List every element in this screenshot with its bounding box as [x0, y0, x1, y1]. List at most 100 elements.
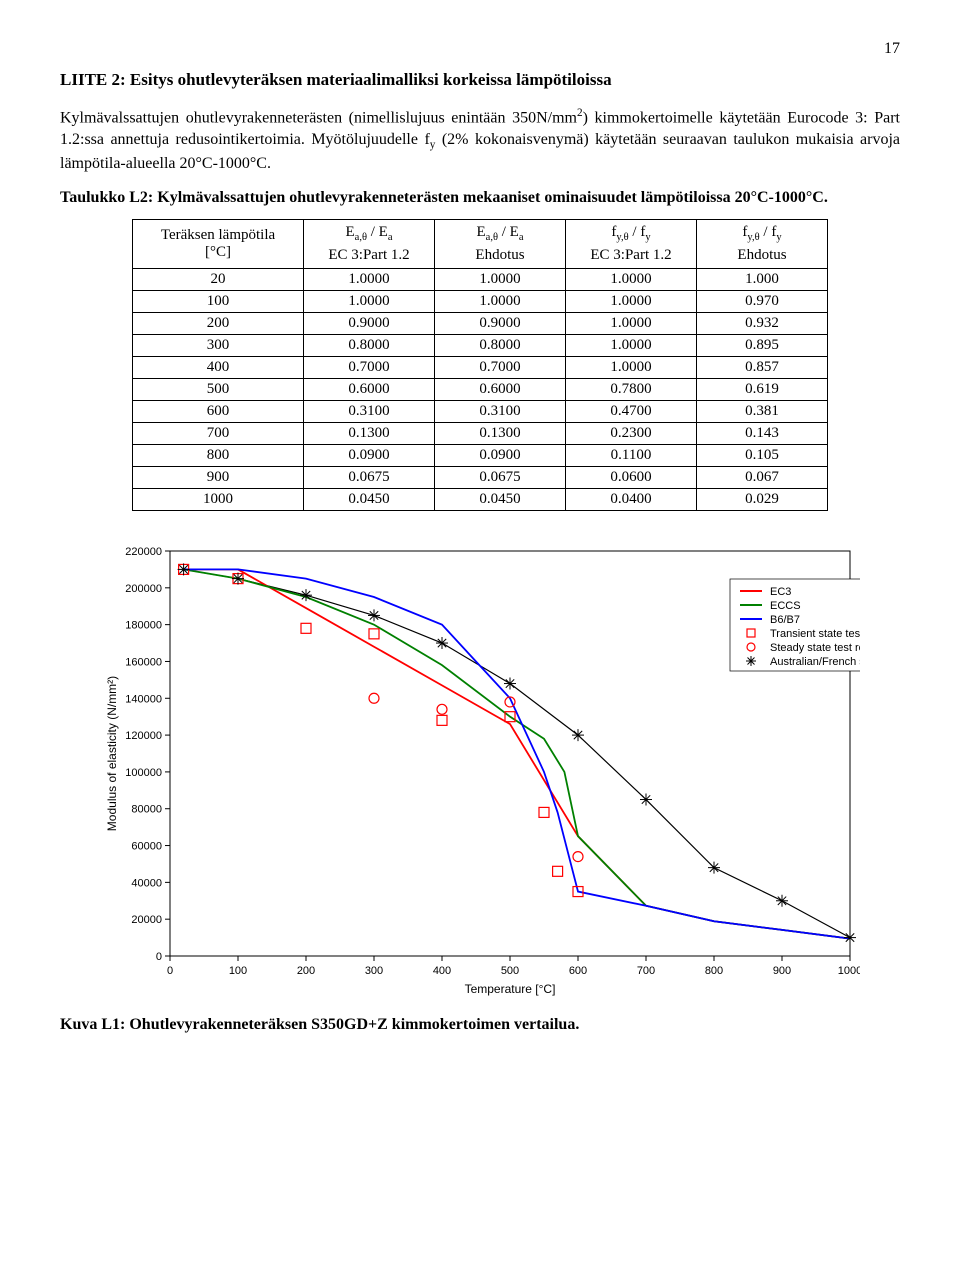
table-cell: 0.619 [697, 378, 828, 400]
svg-text:700: 700 [637, 965, 655, 977]
svg-text:20000: 20000 [131, 914, 162, 926]
th-col1-bot: EC 3:Part 1.2 [304, 245, 435, 269]
table-cell: 0.7800 [566, 378, 697, 400]
th-temp-line1: Teräksen lämpötila [161, 227, 275, 243]
svg-text:40000: 40000 [131, 877, 162, 889]
svg-text:Steady state test results: Steady state test results [770, 642, 860, 654]
table-cell: 0.0675 [435, 466, 566, 488]
table-row: 4000.70000.70001.00000.857 [133, 356, 828, 378]
table-caption: Taulukko L2: Kylmävalssattujen ohutlevyr… [60, 189, 900, 207]
svg-text:500: 500 [501, 965, 519, 977]
table-cell: 0.067 [697, 466, 828, 488]
table-cell: 0.970 [697, 290, 828, 312]
table-cell: 0.143 [697, 422, 828, 444]
table-row: 7000.13000.13000.23000.143 [133, 422, 828, 444]
table-row: 9000.06750.06750.06000.067 [133, 466, 828, 488]
svg-text:200000: 200000 [125, 583, 162, 595]
table-cell: 0.1300 [435, 422, 566, 444]
modulus-chart: 0100200300400500600700800900100002000040… [100, 541, 860, 1006]
t: / E [367, 224, 388, 240]
table-cell: 1000 [133, 488, 304, 510]
svg-text:600: 600 [569, 965, 587, 977]
t: / f [629, 224, 646, 240]
table-cell: 0.9000 [304, 312, 435, 334]
table-row: 2000.90000.90001.00000.932 [133, 312, 828, 334]
table-cell: 1.0000 [566, 312, 697, 334]
th-temp-line2: [°C] [205, 244, 231, 260]
table-cell: 0.2300 [566, 422, 697, 444]
table-cell: 0.0600 [566, 466, 697, 488]
para-text-1: Kylmävalssattujen ohutlevyrakenneteräste… [60, 109, 577, 126]
svg-text:800: 800 [705, 965, 723, 977]
table-row: 3000.80000.80001.00000.895 [133, 334, 828, 356]
table-row: 201.00001.00001.00001.000 [133, 268, 828, 290]
th-col2-top: Ea,θ / Ea [435, 219, 566, 245]
t: / f [760, 224, 777, 240]
svg-text:80000: 80000 [131, 804, 162, 816]
table-cell: 200 [133, 312, 304, 334]
th-col4-bot: Ehdotus [697, 245, 828, 269]
table-cell: 0.932 [697, 312, 828, 334]
table-cell: 0.0900 [304, 444, 435, 466]
table-row: 8000.09000.09000.11000.105 [133, 444, 828, 466]
table-cell: 900 [133, 466, 304, 488]
svg-text:1000: 1000 [838, 965, 860, 977]
svg-text:220000: 220000 [125, 546, 162, 558]
t: y,θ [747, 232, 759, 243]
table-row: 6000.31000.31000.47000.381 [133, 400, 828, 422]
table-cell: 0.4700 [566, 400, 697, 422]
table-cell: 1.0000 [566, 334, 697, 356]
table-cell: 20 [133, 268, 304, 290]
svg-text:180000: 180000 [125, 619, 162, 631]
th-temp: Teräksen lämpötila [°C] [133, 219, 304, 268]
page-number: 17 [60, 40, 900, 58]
intro-paragraph: Kylmävalssattujen ohutlevyrakenneteräste… [60, 106, 900, 175]
t: a [519, 232, 524, 243]
svg-text:ECCS: ECCS [770, 600, 801, 612]
table-cell: 0.6000 [304, 378, 435, 400]
table-cell: 0.0400 [566, 488, 697, 510]
table-cell: 1.0000 [304, 290, 435, 312]
table-cell: 0.0450 [304, 488, 435, 510]
svg-text:100: 100 [229, 965, 247, 977]
table-cell: 1.0000 [566, 268, 697, 290]
t: a [388, 232, 393, 243]
th-col2-bot: Ehdotus [435, 245, 566, 269]
t: y [776, 232, 781, 243]
t: / E [498, 224, 519, 240]
table-row: 5000.60000.60000.78000.619 [133, 378, 828, 400]
table-cell: 0.3100 [435, 400, 566, 422]
table-cell: 100 [133, 290, 304, 312]
table-cell: 600 [133, 400, 304, 422]
svg-text:400: 400 [433, 965, 451, 977]
table-cell: 1.0000 [566, 356, 697, 378]
th-col3-bot: EC 3:Part 1.2 [566, 245, 697, 269]
svg-text:0: 0 [156, 951, 162, 963]
table-cell: 0.895 [697, 334, 828, 356]
table-cell: 0.7000 [435, 356, 566, 378]
t: y [645, 232, 650, 243]
t: E [476, 224, 485, 240]
table-cell: 1.0000 [435, 268, 566, 290]
t: y,θ [616, 232, 628, 243]
table-cell: 0.105 [697, 444, 828, 466]
table-cell: 0.381 [697, 400, 828, 422]
svg-text:100000: 100000 [125, 767, 162, 779]
table-cell: 0.9000 [435, 312, 566, 334]
table-cell: 300 [133, 334, 304, 356]
properties-table: Teräksen lämpötila [°C] Ea,θ / Ea Ea,θ /… [132, 219, 828, 511]
table-cell: 0.029 [697, 488, 828, 510]
table-cell: 400 [133, 356, 304, 378]
table-cell: 0.0450 [435, 488, 566, 510]
svg-text:900: 900 [773, 965, 791, 977]
table-cell: 0.6000 [435, 378, 566, 400]
table-cell: 0.857 [697, 356, 828, 378]
th-col1-top: Ea,θ / Ea [304, 219, 435, 245]
table-cell: 0.1100 [566, 444, 697, 466]
table-cell: 1.0000 [435, 290, 566, 312]
svg-text:160000: 160000 [125, 656, 162, 668]
svg-text:200: 200 [297, 965, 315, 977]
table-cell: 1.000 [697, 268, 828, 290]
svg-text:60000: 60000 [131, 840, 162, 852]
th-col3-top: fy,θ / fy [566, 219, 697, 245]
